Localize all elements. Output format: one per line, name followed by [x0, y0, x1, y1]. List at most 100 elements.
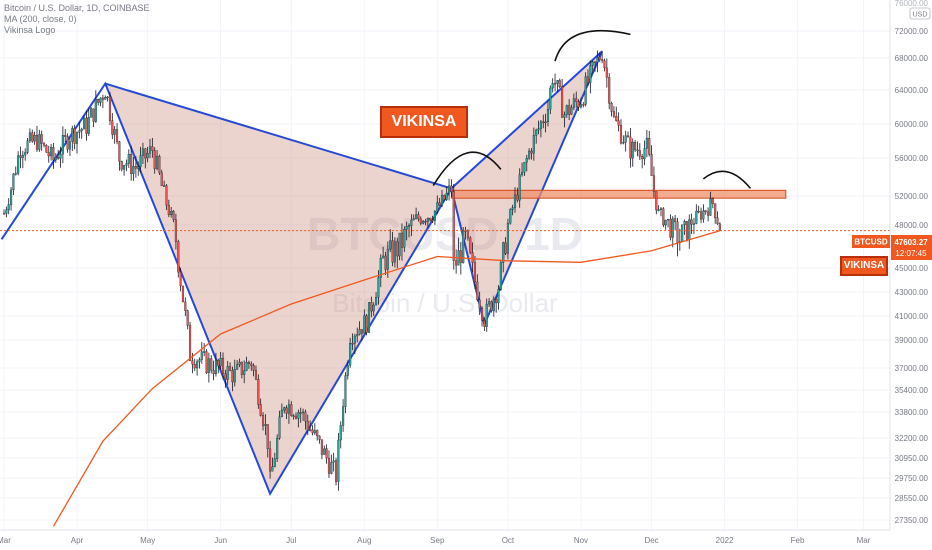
candle-body	[537, 128, 540, 131]
candle-body	[33, 135, 36, 142]
candle-body	[542, 121, 545, 124]
candle-body	[645, 138, 648, 149]
candle-body	[83, 117, 86, 130]
candle-body	[130, 154, 133, 174]
candle-body	[57, 157, 60, 159]
time-tick-label: Nov	[574, 536, 588, 545]
candle-body	[31, 132, 34, 142]
candle-body	[544, 121, 547, 124]
candle-body	[410, 219, 413, 226]
arc-annotation[interactable]	[554, 30, 631, 62]
candle-body	[325, 448, 328, 459]
candle-body	[424, 220, 427, 223]
candle-body	[337, 439, 340, 482]
candle-body	[266, 424, 269, 450]
candle-body	[59, 153, 62, 159]
candle-body	[485, 303, 488, 327]
candle-body	[360, 329, 363, 334]
arc-annotations[interactable]	[432, 30, 752, 189]
candle-body	[462, 230, 465, 263]
pattern-triangle-xab[interactable]	[105, 83, 452, 494]
chart-background	[0, 0, 890, 530]
price-tick-label: 72000.00	[895, 27, 929, 36]
legend-logo[interactable]: Vikinsa Logo	[4, 25, 56, 35]
candle-body	[565, 105, 568, 115]
candle-body	[688, 219, 691, 240]
candle-body	[626, 135, 630, 138]
candle-body	[356, 334, 359, 337]
candle-body	[509, 209, 512, 224]
candle-body	[641, 156, 644, 160]
candle-body	[452, 191, 455, 261]
candle-body	[403, 229, 406, 248]
candle-body	[184, 301, 187, 311]
candle-body	[85, 117, 88, 134]
candle-body	[172, 211, 175, 220]
pattern-line-bd[interactable]	[450, 50, 603, 190]
candle-body	[75, 132, 79, 144]
candle-body	[586, 76, 590, 83]
candle-body	[50, 146, 53, 157]
pattern-legs[interactable]	[0, 50, 604, 497]
candle-body	[332, 460, 335, 463]
price-tick-label: 29750.00	[895, 474, 929, 483]
candle-body	[327, 457, 331, 474]
candle-body	[648, 138, 651, 155]
price-scale-area[interactable]	[890, 0, 932, 550]
candle-body	[92, 108, 95, 122]
price-scale: 72000.00 68000.00 64000.00 60000.00 56000.00…	[895, 0, 929, 525]
candle-body	[405, 225, 408, 230]
price-tick-label: 27350.00	[895, 516, 929, 525]
candle-body	[198, 359, 201, 363]
candle-body	[334, 460, 338, 482]
candle-body	[71, 128, 74, 142]
candle-body	[671, 218, 674, 238]
watermark: BTCUSD, 1D Bitcoin / U.S. Dollar	[307, 208, 583, 318]
candle-body	[80, 128, 83, 131]
candle-body	[495, 298, 498, 304]
candle-body	[601, 59, 604, 61]
time-tick-label: Apr	[71, 536, 84, 545]
candle-body	[297, 412, 300, 419]
legend-symbol[interactable]: Bitcoin / U.S. Dollar, 1D, COINBASE	[4, 3, 150, 13]
candle-body	[516, 194, 519, 201]
candle-body	[203, 351, 206, 353]
candle-body	[24, 152, 27, 156]
candle-body	[68, 141, 71, 150]
arc-annotation[interactable]	[702, 170, 752, 189]
candle-body	[393, 241, 396, 263]
legend-ma[interactable]: MA (200, close, 0)	[4, 14, 77, 24]
candle-body	[179, 272, 182, 287]
candle-body	[346, 365, 349, 376]
moving-average-line	[52, 230, 721, 527]
candle-body	[259, 404, 262, 416]
resistance-zone[interactable]	[450, 189, 787, 199]
candle-body	[699, 211, 703, 220]
candle-body	[697, 210, 700, 213]
price-tick-label: 48000.00	[895, 221, 929, 230]
candle-body	[160, 172, 163, 187]
grid	[0, 0, 890, 530]
candle-body	[478, 299, 481, 309]
candle-body	[384, 255, 387, 270]
time-scale-area[interactable]	[0, 530, 932, 550]
candle-body	[45, 145, 48, 153]
candle-body	[90, 108, 93, 118]
candle-body	[353, 335, 356, 344]
arc-annotation[interactable]	[432, 151, 502, 186]
candle-body	[280, 409, 283, 418]
pattern-line-xb[interactable]	[104, 82, 452, 190]
candle-body	[667, 218, 670, 221]
candle-body	[561, 86, 564, 118]
candle-body	[151, 146, 154, 151]
candle-body	[54, 157, 57, 161]
candle-body	[497, 289, 500, 304]
candle-body	[167, 204, 170, 216]
candle-body	[101, 97, 104, 100]
price-tick-label: 35400.00	[895, 386, 929, 395]
price-tick-label: 32200.00	[895, 434, 929, 443]
candle-body	[339, 425, 342, 441]
candle-body	[323, 448, 326, 455]
candle-body	[123, 165, 126, 170]
